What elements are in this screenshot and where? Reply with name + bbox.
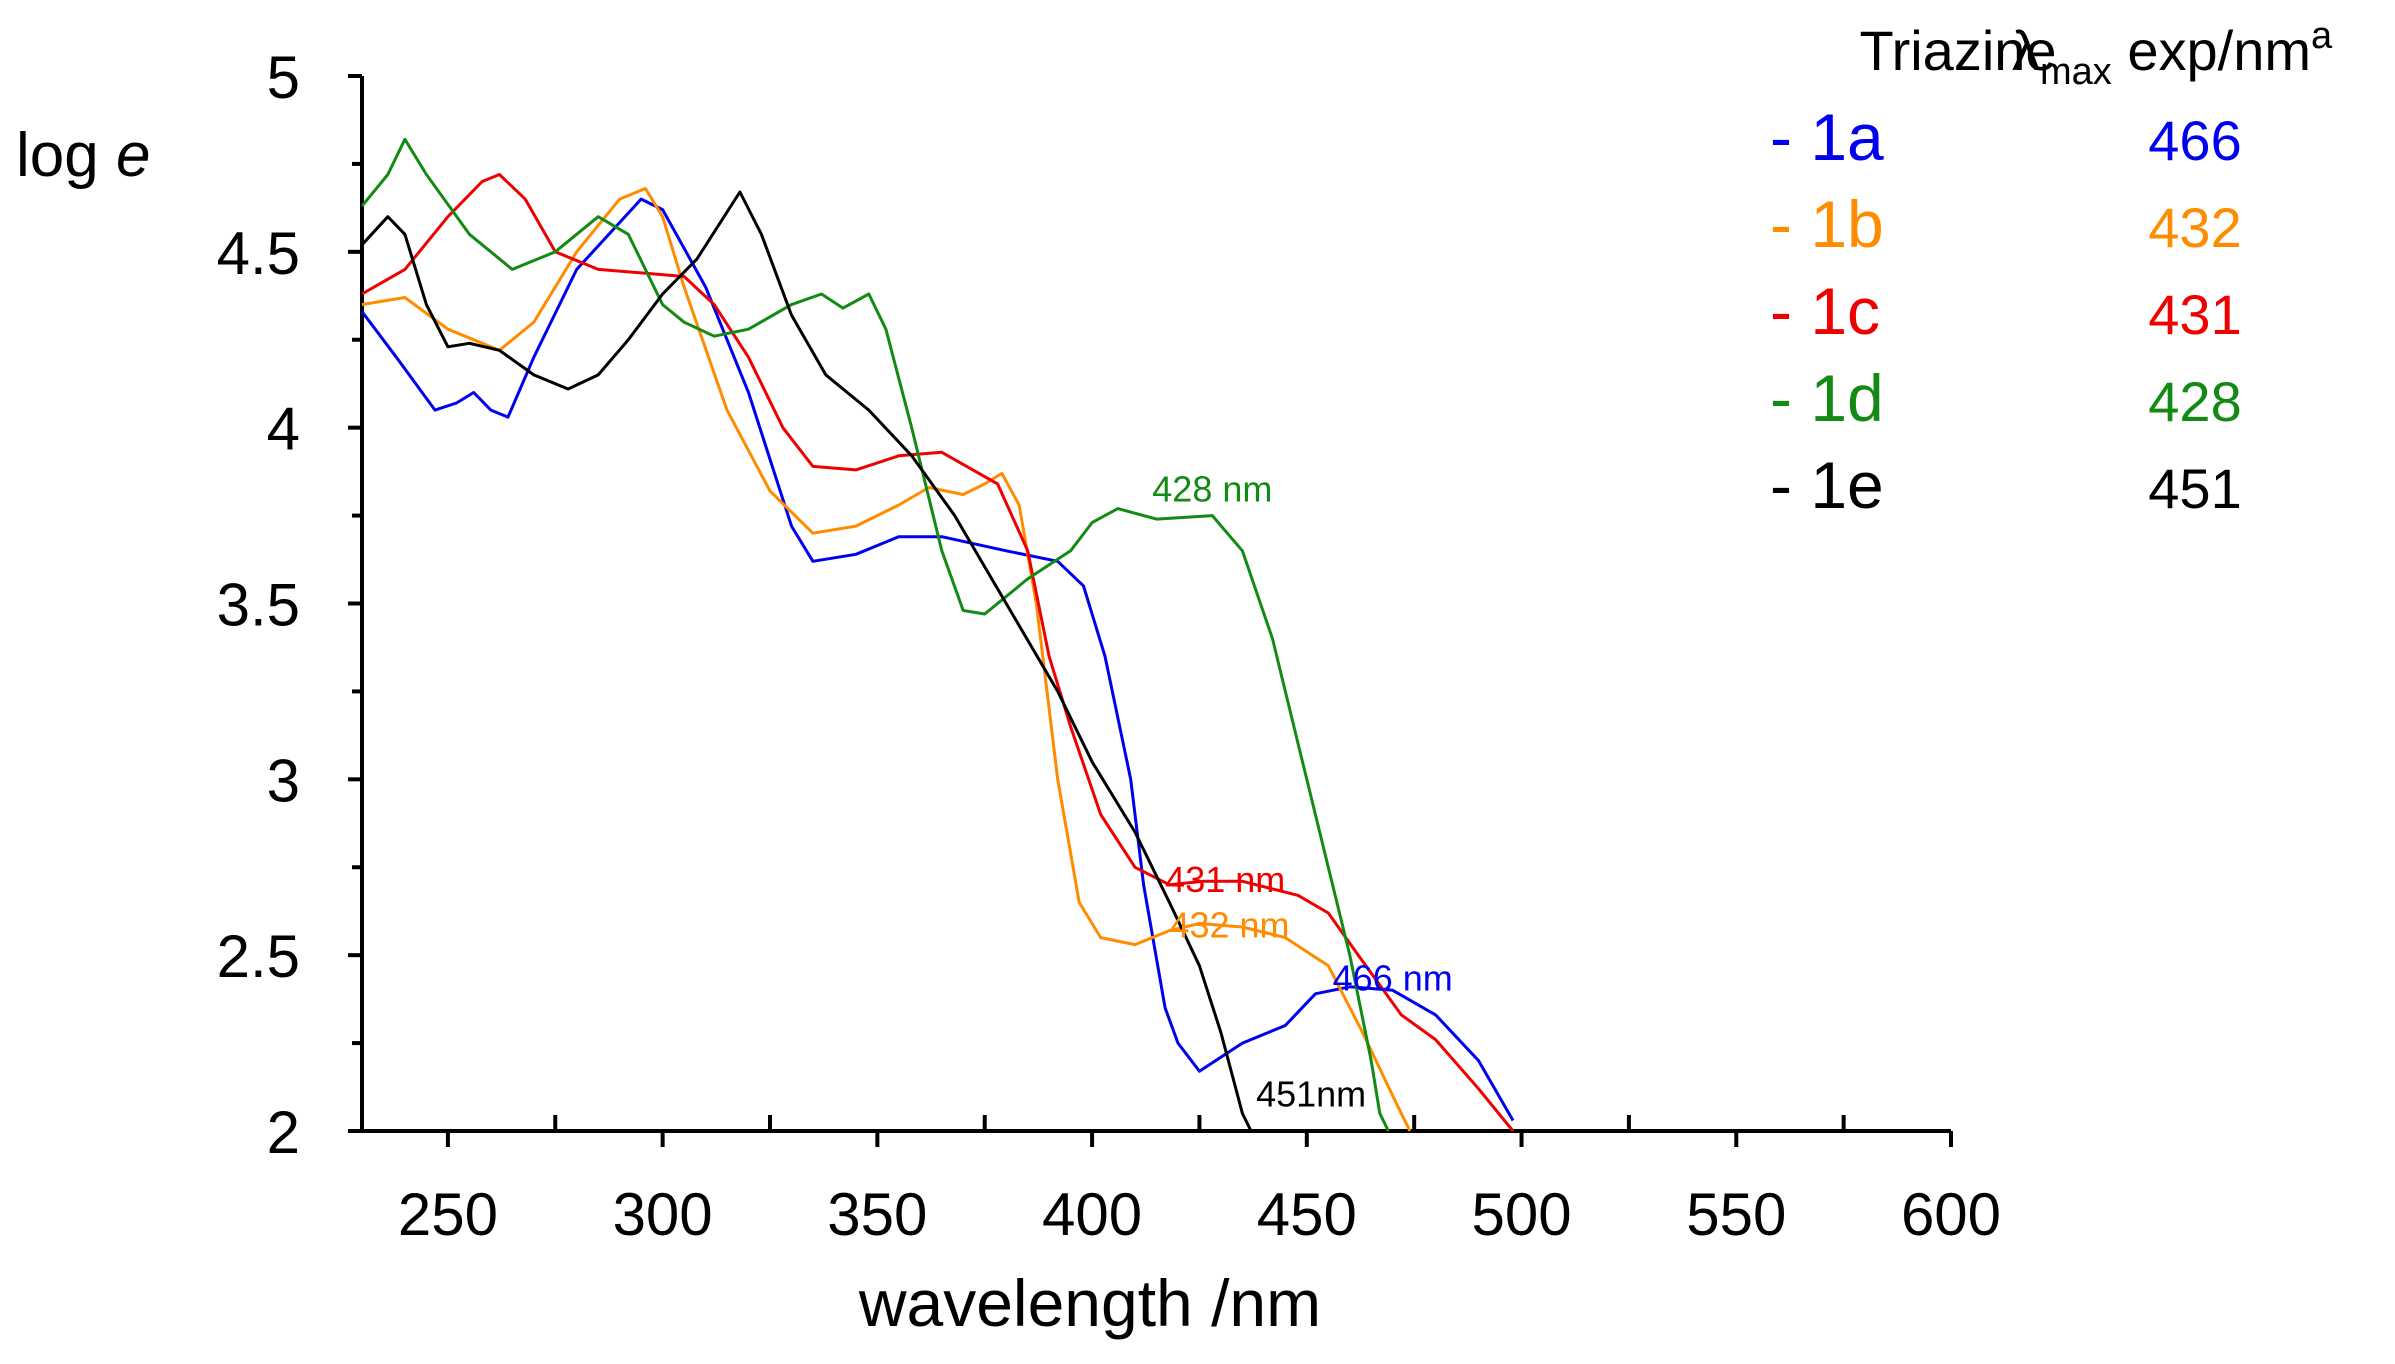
legend-lambda-symbol: λ	[2012, 19, 2040, 82]
legend-entry-1c: - 1c	[1770, 274, 1880, 348]
x-axis-title: wavelength /nm	[858, 1266, 1321, 1340]
peak-label-1b: 432 nm	[1169, 905, 1289, 946]
y-axis-title-log: log	[16, 121, 116, 190]
x-tick-label: 600	[1901, 1181, 2001, 1248]
peak-label-1d: 428 nm	[1152, 469, 1272, 510]
legend-header-lambda: λmax exp/nma	[2012, 15, 2333, 93]
legend-entry-1b: - 1b	[1770, 187, 1884, 261]
y-tick-label: 2	[267, 1099, 300, 1166]
legend-value-1c: 431	[2148, 283, 2241, 346]
legend: Triazine λmax exp/nma - 1a 466 - 1b 432 - 1c…	[1770, 15, 2333, 522]
y-tick-label: 3.5	[217, 572, 300, 639]
series-line-1e	[360, 190, 1253, 1132]
series-line-1b	[361, 187, 1412, 1132]
legend-lambda-rest: exp/nm	[2112, 19, 2311, 82]
series-line-1a	[360, 197, 1515, 1122]
x-tick-label: 250	[398, 1181, 498, 1248]
legend-entry-1a: - 1a	[1770, 100, 1884, 174]
x-tick-label: 450	[1257, 1181, 1357, 1248]
x-ticks: 250 300 350 400 450 500 550 600	[398, 1115, 2001, 1248]
y-ticks: 2 2.5 3 3.5 4 4.5 5	[217, 44, 362, 1166]
y-tick-label: 4	[267, 396, 300, 463]
y-tick-label: 2.5	[217, 923, 300, 990]
peak-label-1a: 466 nm	[1333, 957, 1453, 998]
x-tick-label: 300	[613, 1181, 713, 1248]
y-tick-label: 4.5	[217, 220, 300, 287]
axis-titles: log e wavelength /nm	[16, 121, 1321, 1340]
legend-value-1a: 466	[2148, 109, 2241, 172]
y-tick-label: 5	[267, 44, 300, 111]
series-line-1c	[361, 173, 1515, 1132]
series-line-1d	[360, 137, 1390, 1132]
peak-label-1c: 431 nm	[1165, 859, 1285, 900]
y-tick-label: 3	[267, 747, 300, 814]
legend-header-triazine: Triazine	[1859, 19, 2056, 82]
x-tick-label: 550	[1686, 1181, 1786, 1248]
legend-lambda-superscript: a	[2311, 15, 2333, 57]
x-tick-label: 500	[1471, 1181, 1571, 1248]
x-tick-label: 400	[1042, 1181, 1142, 1248]
peak-labels: 466 nm 432 nm 431 nm 428 nm 451nm	[1152, 469, 1452, 1115]
legend-rows: - 1a 466 - 1b 432 - 1c 431 - 1d 428 - 1e 451	[1770, 100, 2242, 522]
legend-value-1e: 451	[2148, 457, 2241, 520]
legend-entry-1e: - 1e	[1770, 448, 1884, 522]
axes: 2 2.5 3 3.5 4 4.5 5 250 300 350 400 450 500 550 600	[217, 44, 2001, 1248]
y-axis-title-e: e	[116, 121, 150, 190]
legend-lambda-subscript: max	[2040, 51, 2112, 93]
series-lines	[360, 137, 1515, 1132]
x-tick-label: 350	[827, 1181, 927, 1248]
y-axis-title: log e	[16, 121, 150, 190]
legend-entry-1d: - 1d	[1770, 361, 1884, 435]
legend-value-1b: 432	[2148, 196, 2241, 259]
legend-value-1d: 428	[2148, 370, 2241, 433]
peak-label-1e: 451nm	[1256, 1073, 1366, 1114]
